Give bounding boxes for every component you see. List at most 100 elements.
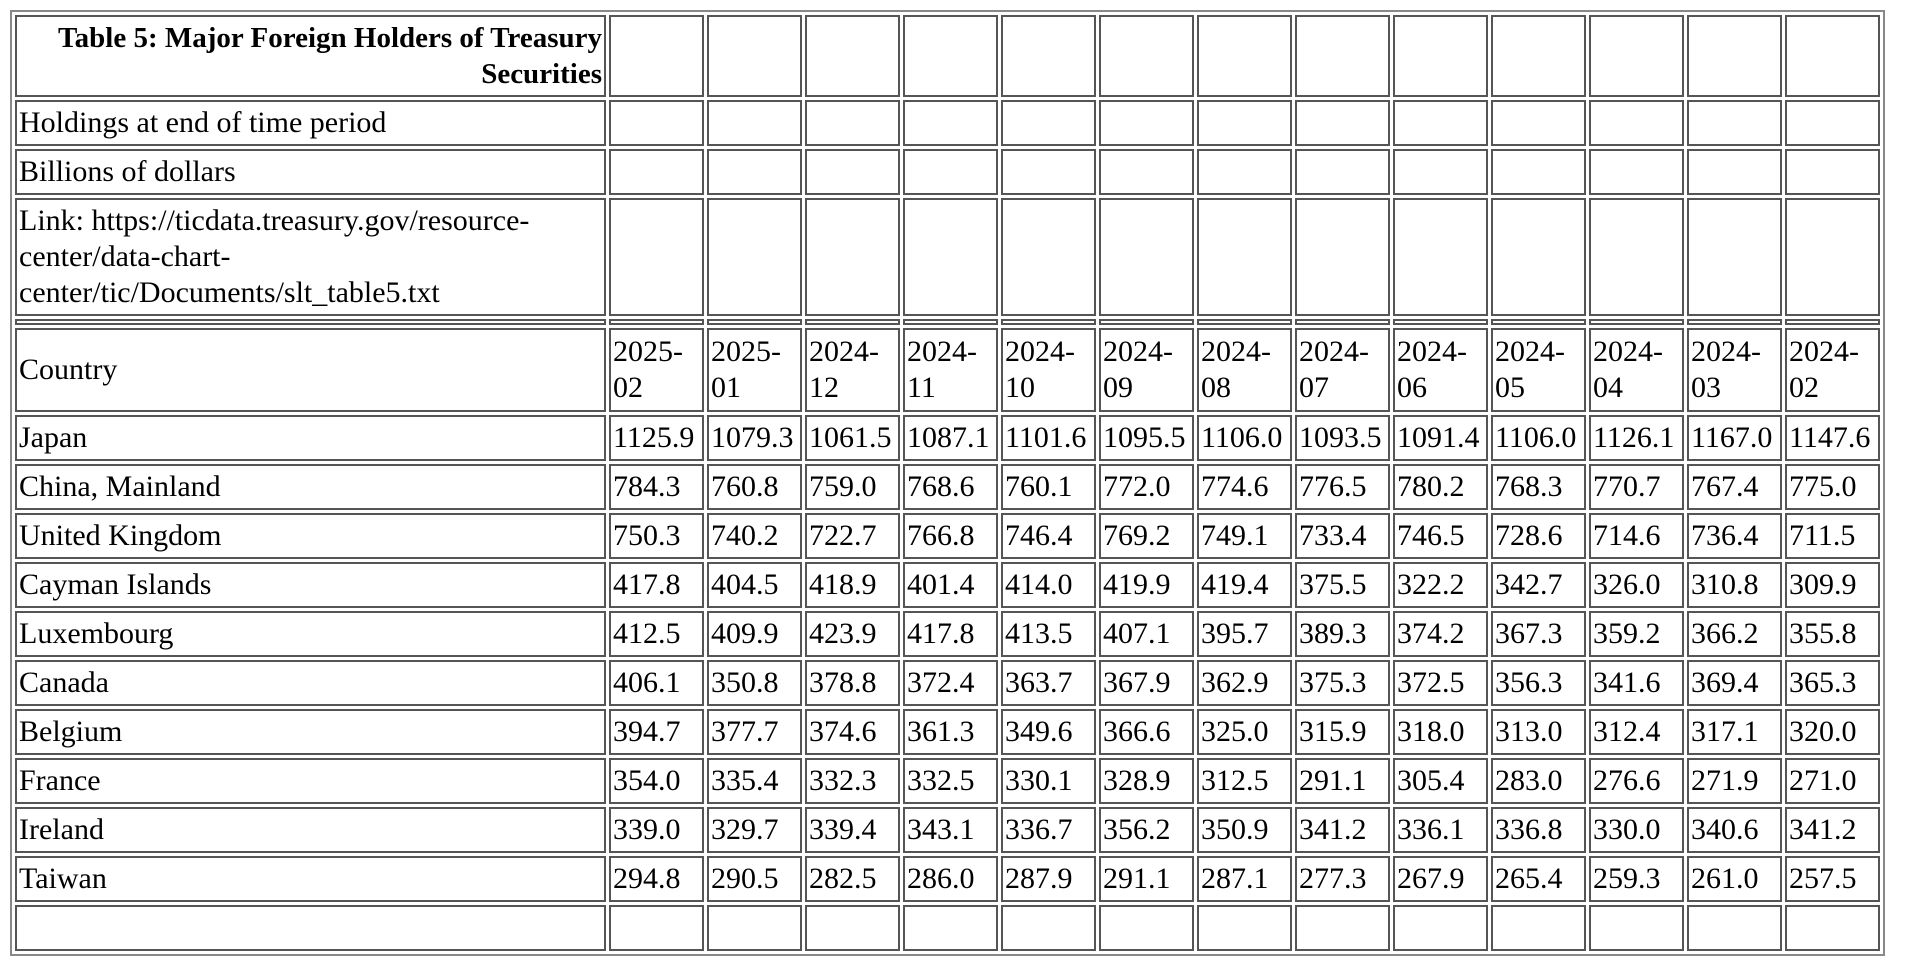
country-name: Luxembourg [15,611,606,657]
holding-value: 711.5 [1785,513,1880,559]
holding-value: 767.4 [1687,464,1782,510]
unit: Billions of dollars [15,149,606,195]
column-header: 2024-07 [1295,328,1390,412]
holding-value: 341.6 [1589,660,1684,706]
holding-value: 339.4 [805,807,900,853]
empty-cell [1491,905,1586,951]
holding-value: 759.0 [805,464,900,510]
country-name: Belgium [15,709,606,755]
holding-value: 418.9 [805,562,900,608]
column-header: 2024-03 [1687,328,1782,412]
page: html, body { margin: 0; width: 1930px; h… [10,10,1885,956]
holding-value: 733.4 [1295,513,1390,559]
holding-value: 355.8 [1785,611,1880,657]
holding-value: 417.8 [903,611,998,657]
empty-cell [609,905,704,951]
data-row: Japan 1125.9 1079.3 1061.5 1087.1 1101.6 1095.… [15,415,1880,461]
column-header-text: 2025-02 [613,335,683,404]
holding-value: 325.0 [1197,709,1292,755]
holding-value: 305.4 [1393,758,1488,804]
holding-value: 414.0 [1001,562,1096,608]
holding-value: 372.4 [903,660,998,706]
holding-value: 746.5 [1393,513,1488,559]
empty-cell [1295,319,1390,325]
empty-cell [1001,905,1096,951]
holding-value: 772.0 [1099,464,1194,510]
empty-cell [903,198,998,316]
holding-value: 714.6 [1589,513,1684,559]
empty-cell [805,149,900,195]
holding-value: 740.2 [707,513,802,559]
holding-value: 736.4 [1687,513,1782,559]
country-name: Cayman Islands [15,562,606,608]
holding-value: 330.1 [1001,758,1096,804]
empty-cell [1197,15,1292,97]
holding-value: 766.8 [903,513,998,559]
empty-cell [1197,149,1292,195]
column-header-text: 2024-02 [1789,335,1859,404]
empty-cell [1001,319,1096,325]
holding-value: 356.3 [1491,660,1586,706]
holding-value: 294.8 [609,856,704,902]
data-row: France 354.0 335.4 332.3 332.5 330.1 328.9 312.… [15,758,1880,804]
data-row: Luxembourg 412.5 409.9 423.9 417.8 413.5 407.1… [15,611,1880,657]
data-row: Taiwan 294.8 290.5 282.5 286.0 287.9 291.1 287.… [15,856,1880,902]
column-header-text: 2024-05 [1495,335,1565,404]
column-header-text: 2024-12 [809,335,879,404]
column-header-text: 2024-03 [1691,335,1761,404]
holding-value: 1167.0 [1687,415,1782,461]
holding-value: 412.5 [609,611,704,657]
empty-cell [707,905,802,951]
holding-value: 394.7 [609,709,704,755]
page-body: {"header": {"title": "Table 5: Major For… [10,10,1885,956]
holding-value: 276.6 [1589,758,1684,804]
empty-cell [1393,149,1488,195]
empty-cell [1099,15,1194,97]
holding-value: 332.5 [903,758,998,804]
empty-cell [1197,319,1292,325]
empty-cell [609,198,704,316]
holding-value: 413.5 [1001,611,1096,657]
holding-value: 760.1 [1001,464,1096,510]
holdings-table: Table 5: Major Foreign Holders of Treasu… [10,10,1885,956]
holding-value: 291.1 [1099,856,1194,902]
data-row: United Kingdom 750.3 740.2 722.7 766.8 746.4 7… [15,513,1880,559]
holding-value: 259.3 [1589,856,1684,902]
empty-cell [805,100,900,146]
empty-cell [609,100,704,146]
holding-value: 336.8 [1491,807,1586,853]
empty-cell [1589,905,1684,951]
empty-cell [707,198,802,316]
empty-cell [903,100,998,146]
holding-value: 722.7 [805,513,900,559]
table-row: Table 5: Major Foreign Holders of Treasu… [15,15,1880,97]
country-name: Canada [15,660,606,706]
empty-cell [1295,149,1390,195]
empty-cell [1295,100,1390,146]
holding-value: 419.9 [1099,562,1194,608]
holding-value: 1091.4 [1393,415,1488,461]
holding-value: 342.7 [1491,562,1586,608]
holding-value: 271.9 [1687,758,1782,804]
table-row [15,905,1880,951]
country-name: Ireland [15,807,606,853]
holding-value: 257.5 [1785,856,1880,902]
column-header-text: 2024-04 [1593,335,1663,404]
empty-cell [1393,319,1488,325]
empty-cell [1295,905,1390,951]
holding-value: 375.3 [1295,660,1390,706]
data-row: China, Mainland 784.3 760.8 759.0 768.6 760.1… [15,464,1880,510]
holding-value: 356.2 [1099,807,1194,853]
empty-cell [1295,15,1390,97]
empty-cell [609,319,704,325]
source-link: Link: https://ticdata.treasury.gov/resou… [15,198,606,316]
column-header-text: 2024-11 [907,335,977,404]
holding-value: 423.9 [805,611,900,657]
holding-value: 332.3 [805,758,900,804]
holding-value: 313.0 [1491,709,1586,755]
holding-value: 267.9 [1393,856,1488,902]
table-row: Holdings at end of time period [15,100,1880,146]
empty-cell [1589,149,1684,195]
holding-value: 395.7 [1197,611,1292,657]
holding-value: 1095.5 [1099,415,1194,461]
